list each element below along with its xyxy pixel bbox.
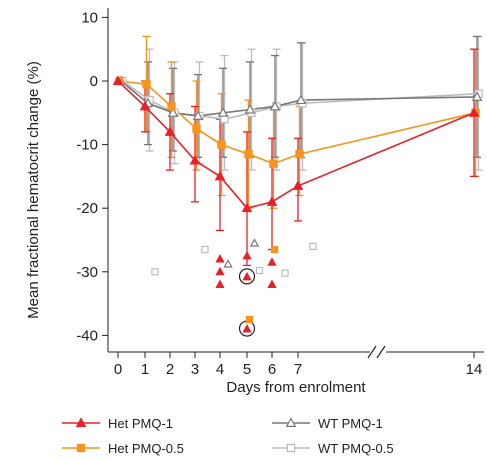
point-het-pmq-0-5-3	[192, 124, 201, 133]
outlier-points	[151, 238, 317, 337]
outlier-wt-pmq-0-5-16	[309, 242, 317, 251]
point-wt-pmq-1-8	[471, 91, 483, 101]
point-wt-pmq-1-3	[192, 110, 204, 120]
outlier-het-pmq-1-3	[242, 250, 252, 260]
legend: Het PMQ-1 WT PMQ-1 Het PMQ-0.5 WT PMQ-0.5	[62, 416, 394, 456]
outlier-wt-pmq-0-5-15	[281, 269, 289, 277]
axis-break-mark-1	[367, 345, 377, 359]
outlier-wt-pmq-0-5-12	[151, 268, 159, 276]
point-het-pmq-0-5-6	[269, 159, 278, 168]
y-tick-label-5: -40	[76, 327, 98, 344]
point-het-pmq-0-5-5	[244, 149, 253, 159]
point-het-pmq-1-6	[266, 196, 278, 206]
outlier-circle-4	[238, 268, 256, 285]
x-tick-label-6: 6	[268, 361, 276, 378]
outlier-het-pmq-1-2	[215, 279, 225, 288]
point-het-pmq-0-5-2	[167, 102, 176, 111]
outlier-het-pmq-0-5-8	[245, 315, 254, 324]
outlier-het-pmq-1-5	[242, 323, 252, 333]
outlier-wt-pmq-1-10	[223, 259, 233, 268]
outlier-het-pmq-1-4	[242, 271, 252, 281]
outlier-wt-pmq-1-11	[249, 238, 260, 247]
legend-label-wt-pmq-1: WT PMQ-1	[318, 416, 383, 431]
x-tick-label-1: 1	[141, 361, 149, 378]
point-het-pmq-0-5-7	[295, 149, 304, 159]
y-tick-label-0: 10	[81, 9, 98, 26]
legend-marker-wt-pmq-1	[285, 417, 297, 427]
outlier-het-pmq-1-7	[267, 279, 277, 288]
x-tick-label-4: 4	[216, 361, 224, 378]
point-het-pmq-1-8	[468, 107, 480, 117]
point-het-pmq-1-2	[164, 126, 176, 136]
x-tick-label-0: 0	[114, 361, 122, 378]
outlier-wt-pmq-0-5-13	[201, 245, 209, 254]
outlier-het-pmq-1-0	[215, 254, 225, 263]
point-het-pmq-1-4	[214, 170, 226, 181]
axis-break-mark-2	[376, 345, 386, 359]
point-het-pmq-0-5-4	[217, 140, 226, 149]
point-wt-pmq-1-5	[244, 103, 256, 114]
x-axis-title: Days from enrolment	[226, 379, 366, 396]
point-het-pmq-1-7	[292, 180, 304, 190]
axis-break-gap	[370, 347, 386, 357]
legend-label-het-pmq-1: Het PMQ-1	[108, 416, 173, 431]
legend-label-wt-pmq-0-5: WT PMQ-0.5	[318, 441, 394, 456]
outlier-wt-pmq-0-5-14	[255, 266, 264, 275]
y-tick-label-4: -30	[76, 264, 98, 281]
y-tick-label-3: -20	[76, 200, 98, 217]
x-tick-label-5: 5	[243, 361, 251, 378]
series-markers	[112, 75, 483, 213]
outlier-het-pmq-1-1	[215, 266, 225, 276]
x-tick-label-7: 7	[294, 361, 302, 378]
outlier-het-pmq-0-5-9	[270, 245, 279, 254]
point-wt-pmq-1-7	[295, 94, 307, 105]
point-het-pmq-0-5-1	[142, 79, 151, 89]
x-tick-label-3: 3	[191, 361, 199, 378]
point-wt-pmq-1-2	[167, 107, 179, 117]
point-wt-pmq-1-4	[217, 107, 229, 117]
outlier-het-pmq-1-6	[267, 257, 277, 266]
point-het-pmq-1-3	[189, 154, 201, 165]
point-het-pmq-1-1	[139, 100, 151, 111]
y-tick-label-2: -10	[76, 137, 98, 154]
legend-marker-wt-pmq-0-5	[286, 443, 296, 453]
y-tick-label-1: 0	[90, 73, 98, 90]
legend-marker-het-pmq-0-5	[76, 443, 86, 453]
legend-label-het-pmq-0-5: Het PMQ-0.5	[108, 441, 184, 456]
y-axis-title: Mean fractional hematocrit change (%)	[25, 61, 42, 319]
x-tick-label-2: 2	[166, 361, 174, 378]
legend-marker-het-pmq-1	[75, 417, 87, 427]
point-het-pmq-1-5	[241, 202, 253, 213]
x-tick-label-8: 14	[466, 361, 483, 378]
point-het-pmq-1-0	[112, 75, 124, 85]
point-wt-pmq-1-6	[269, 100, 281, 111]
axes: 10 0 -10 -20 -30 -40 0 1 2 3 4 5 6 7 14 Days from enrol…	[25, 8, 484, 396]
